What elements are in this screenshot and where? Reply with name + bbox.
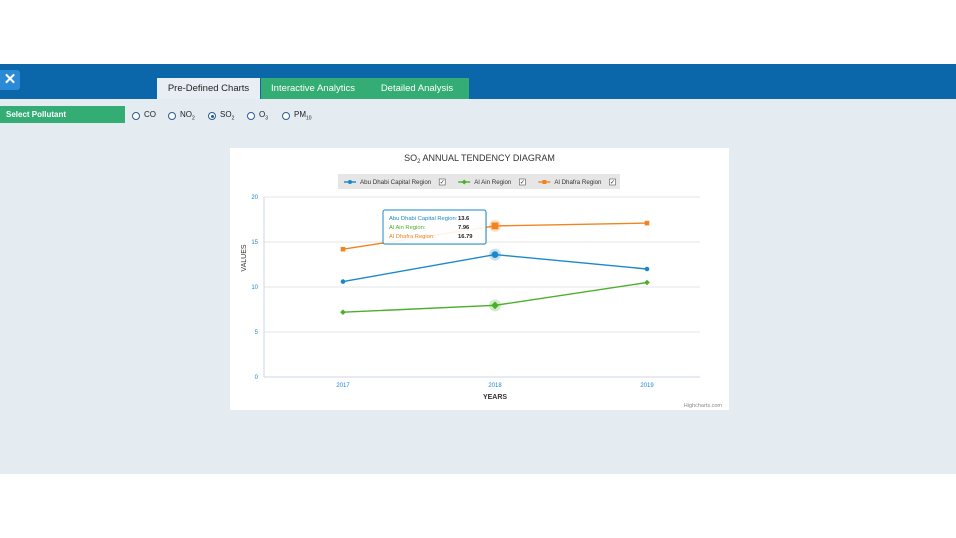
y-tick-label: 10 [251, 285, 258, 291]
tooltip-label: Al Ain Region: [389, 225, 426, 231]
x-tick-label: 2018 [488, 383, 502, 389]
y-tick-label: 15 [251, 240, 258, 246]
close-button[interactable]: ✕ [0, 70, 20, 90]
tooltip-label: Abu Dhabi Capital Region: [389, 216, 458, 222]
tooltip-value: 13.6 [458, 216, 470, 222]
checkmark-icon: ✓ [440, 180, 445, 186]
data-point[interactable] [340, 309, 346, 315]
legend-marker[interactable] [348, 180, 352, 184]
x-tick-label: 2017 [336, 383, 350, 389]
tooltip-value: 16.79 [458, 234, 473, 240]
data-point[interactable] [644, 279, 650, 286]
radio-label-no2: NO2 [180, 110, 195, 122]
radio-circle-checked[interactable] [208, 112, 216, 120]
data-point[interactable] [644, 266, 650, 272]
data-point[interactable] [644, 220, 650, 226]
radio-co[interactable]: CO [132, 110, 156, 122]
legend-item-0[interactable]: Abu Dhabi Capital Region [360, 179, 432, 186]
radio-label-o3: O3 [259, 110, 269, 122]
series-0 [340, 248, 650, 284]
data-point[interactable] [340, 279, 346, 284]
tab-detailed-analysis[interactable]: Detailed Analysis [365, 78, 469, 99]
chart-card: SO2 ANNUAL TENDENCY DIAGRAM Abu Dhabi Ca… [230, 148, 729, 410]
tooltip-label: Al Dhafra Region: [389, 234, 435, 240]
radio-pm10[interactable]: PM10 [282, 110, 312, 122]
x-axis-label: YEARS [483, 394, 507, 401]
legend-checkbox[interactable] [438, 178, 446, 186]
checkmark-icon: ✓ [520, 180, 525, 186]
data-point-hover[interactable] [491, 301, 499, 310]
radio-no2[interactable]: NO2 [168, 110, 195, 122]
data-point[interactable] [340, 246, 346, 252]
radio-circle[interactable] [168, 112, 176, 120]
tab-pre-defined-charts[interactable]: Pre-Defined Charts [157, 78, 260, 99]
data-point-hover[interactable] [491, 251, 499, 258]
legend-marker[interactable] [542, 180, 547, 184]
radio-circle[interactable] [132, 112, 140, 120]
chart-svg: SO2 ANNUAL TENDENCY DIAGRAM Abu Dhabi Ca… [241, 153, 723, 409]
select-pollutant-label: Select Pollutant [0, 106, 125, 123]
radio-o3[interactable]: O3 [247, 110, 268, 122]
radio-circle[interactable] [247, 112, 255, 120]
y-tick-label: 20 [251, 195, 258, 201]
radio-label-pm10: PM10 [294, 110, 312, 122]
legend-checkbox[interactable] [519, 178, 526, 186]
y-tick-label: 0 [255, 375, 259, 381]
chart-credits[interactable]: Highcharts.com [684, 403, 723, 409]
legend-box [338, 174, 620, 189]
x-tick-label: 2019 [640, 383, 654, 389]
tooltip-box [382, 209, 487, 245]
y-axis-label: VALUES [241, 244, 248, 271]
radio-label-so2: SO2 [220, 110, 235, 122]
radio-circle[interactable] [282, 112, 290, 120]
chart-title: SO2 ANNUAL TENDENCY DIAGRAM [404, 153, 555, 165]
legend-item-1[interactable]: Al Ain Region [474, 179, 512, 186]
tooltip-value: 7.96 [458, 225, 470, 231]
checkmark-icon: ✓ [610, 180, 615, 186]
radio-label-co: CO [144, 110, 156, 120]
radio-so2[interactable]: SO2 [208, 110, 234, 122]
top-bar [0, 64, 956, 99]
series-1 [340, 279, 650, 315]
legend-marker[interactable] [461, 179, 467, 185]
legend-checkbox[interactable] [609, 178, 616, 186]
y-tick-label: 5 [255, 330, 259, 336]
tab-interactive-analytics[interactable]: Interactive Analytics [261, 78, 365, 99]
legend-item-2[interactable]: Al Dhafra Region [554, 179, 602, 186]
data-point-hover[interactable] [491, 222, 499, 230]
